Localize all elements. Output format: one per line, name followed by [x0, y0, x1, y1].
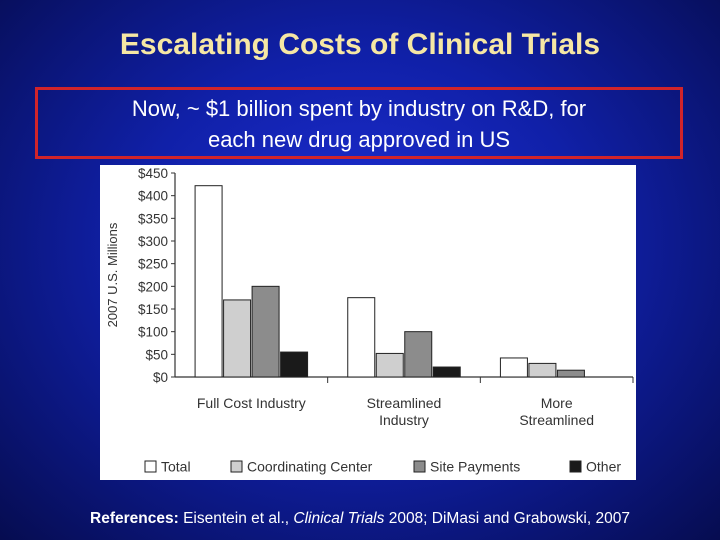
y-tick-label: $300 — [138, 234, 168, 249]
y-tick-label: $150 — [138, 302, 168, 317]
legend-label: Coordinating Center — [247, 459, 373, 475]
references-journal: Clinical Trials — [293, 510, 385, 527]
callout-box: Now, ~ $1 billion spent by industry on R… — [35, 87, 683, 159]
bar-site-payments — [251, 285, 280, 378]
references-rest: 2008; DiMasi and Grabowski, 2007 — [384, 510, 630, 527]
legend-label: Site Payments — [430, 459, 520, 475]
x-category-label: Streamlined — [367, 395, 442, 411]
x-category-label: Full Cost Industry — [197, 395, 306, 411]
bar-site-payments — [556, 369, 585, 378]
y-tick-label: $250 — [138, 257, 168, 272]
bar-total — [194, 185, 223, 378]
legend-label: Total — [161, 459, 191, 475]
bar-coordinating-center — [528, 362, 557, 378]
bar-other — [280, 351, 309, 378]
references-label: References: — [90, 510, 179, 527]
cost-bar-chart: $0 $50 $100 $150 $200 $250 $300 $350 $400 $450 200… — [105, 166, 634, 475]
legend-swatch-other — [569, 460, 582, 473]
y-tick-label: $350 — [138, 211, 168, 226]
y-tick-label: $200 — [138, 279, 168, 294]
bar-coordinating-center — [223, 299, 252, 378]
bar-site-payments — [404, 331, 433, 378]
references: References: Eisentein et al., Clinical T… — [0, 510, 720, 528]
bar-other — [432, 366, 461, 378]
y-tick-label: $100 — [138, 325, 168, 340]
slide-title: Escalating Costs of Clinical Trials — [119, 28, 601, 61]
y-tick-label: $450 — [138, 166, 168, 181]
legend-swatch-coordinating-center — [230, 460, 243, 473]
bar-coordinating-center — [375, 352, 404, 378]
bar-total — [499, 357, 528, 378]
chart-panel: $0 $50 $100 $150 $200 $250 $300 $350 $400 $450 200… — [100, 165, 636, 480]
x-category-label: Streamlined — [519, 412, 594, 428]
references-authors: Eisentein et al., — [178, 510, 294, 527]
y-axis-title: 2007 U.S. Millions — [105, 222, 120, 327]
legend-swatch-site-payments — [413, 460, 426, 473]
callout-line-2: each new drug approved in US — [207, 127, 511, 152]
bar-total — [347, 297, 376, 378]
legend-swatch-total — [144, 460, 157, 473]
legend-label: Other — [586, 459, 621, 475]
y-tick-label: $50 — [145, 347, 168, 362]
y-tick-label: $0 — [153, 370, 168, 385]
x-category-label: More — [541, 395, 573, 411]
callout-line-1: Now, ~ $1 billion spent by industry on R… — [131, 96, 587, 121]
x-category-label: Industry — [379, 412, 429, 428]
y-tick-label: $400 — [138, 189, 168, 204]
